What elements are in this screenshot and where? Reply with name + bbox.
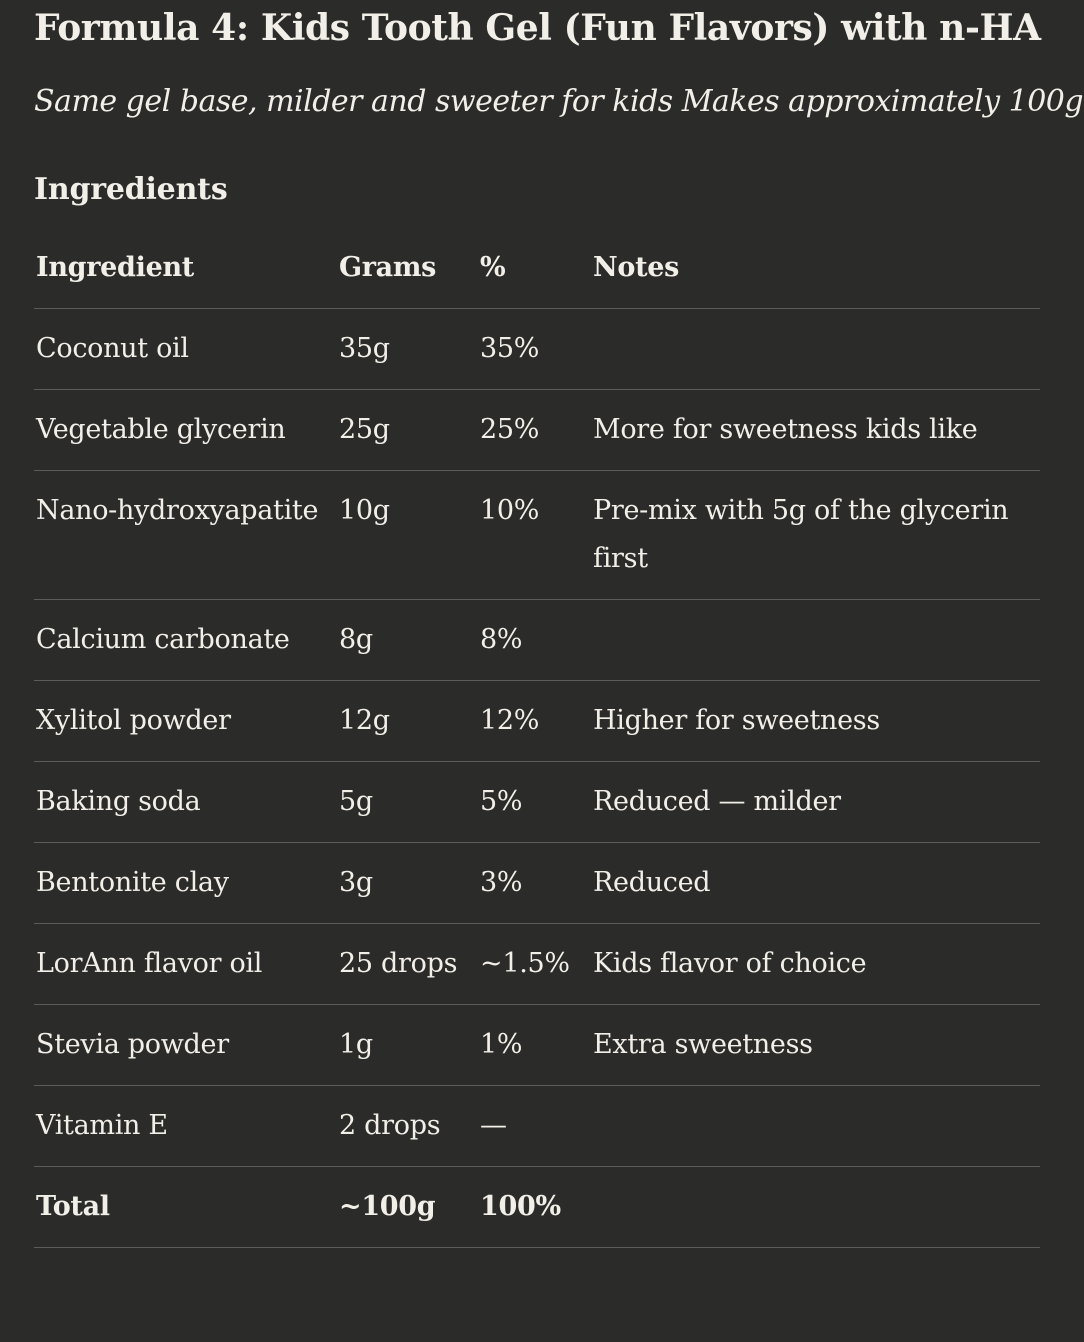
cell-percent: 35%: [478, 308, 591, 390]
cell-ingredient: Calcium carbonate: [34, 599, 337, 681]
cell-grams: 1g: [337, 1004, 478, 1086]
cell-notes: Reduced — milder: [591, 761, 1040, 843]
cell-grams: 10g: [337, 470, 478, 600]
cell-grams: 35g: [337, 308, 478, 390]
cell-ingredient: Vitamin E: [34, 1085, 337, 1167]
ingredients-heading: Ingredients: [34, 172, 228, 207]
cell-ingredient: Baking soda: [34, 761, 337, 843]
total-grams: ~100g: [337, 1166, 478, 1248]
cell-notes: Extra sweetness: [591, 1004, 1040, 1086]
cell-grams: 25g: [337, 389, 478, 471]
cell-percent: 1%: [478, 1004, 591, 1086]
table-row: Vitamin E 2 drops —: [34, 1085, 1040, 1167]
cell-ingredient: Coconut oil: [34, 308, 337, 390]
cell-grams: 25 drops: [337, 923, 478, 1005]
cell-percent: ~1.5%: [478, 923, 591, 1005]
cell-ingredient: Xylitol powder: [34, 680, 337, 762]
cell-grams: 8g: [337, 599, 478, 681]
page-subtitle: Same gel base, milder and sweeter for ki…: [34, 84, 1084, 119]
table-row: Calcium carbonate 8g 8%: [34, 599, 1040, 681]
header-ingredient: Ingredient: [34, 244, 337, 309]
cell-notes: [591, 308, 1040, 390]
table-total-row: Total ~100g 100%: [34, 1166, 1040, 1248]
cell-percent: 25%: [478, 389, 591, 471]
cell-grams: 2 drops: [337, 1085, 478, 1167]
cell-percent: 8%: [478, 599, 591, 681]
cell-grams: 3g: [337, 842, 478, 924]
cell-notes: Kids flavor of choice: [591, 923, 1040, 1005]
ingredients-table: Ingredient Grams % Notes Coconut oil 35g…: [34, 244, 1040, 1248]
cell-percent: 3%: [478, 842, 591, 924]
ingredients-table-container: Ingredient Grams % Notes Coconut oil 35g…: [34, 244, 1040, 1248]
total-notes: [591, 1166, 1040, 1248]
table-row: Stevia powder 1g 1% Extra sweetness: [34, 1004, 1040, 1086]
cell-grams: 12g: [337, 680, 478, 762]
cell-ingredient: Bentonite clay: [34, 842, 337, 924]
cell-notes: Higher for sweetness: [591, 680, 1040, 762]
cell-ingredient: Stevia powder: [34, 1004, 337, 1086]
table-header-row: Ingredient Grams % Notes: [34, 244, 1040, 309]
cell-notes: [591, 1085, 1040, 1167]
table-row: Xylitol powder 12g 12% Higher for sweetn…: [34, 680, 1040, 762]
cell-percent: 10%: [478, 470, 591, 600]
header-grams: Grams: [337, 244, 478, 309]
cell-notes: More for sweetness kids like: [591, 389, 1040, 471]
cell-notes: Pre-mix with 5g of the glycerin first: [591, 470, 1040, 600]
header-percent: %: [478, 244, 591, 309]
cell-notes: [591, 599, 1040, 681]
cell-ingredient: Vegetable glycerin: [34, 389, 337, 471]
table-row: Nano-hydroxyapatite 10g 10% Pre-mix with…: [34, 470, 1040, 600]
total-label: Total: [34, 1166, 337, 1248]
page-title: Formula 4: Kids Tooth Gel (Fun Flavors) …: [34, 7, 1041, 49]
table-row: Bentonite clay 3g 3% Reduced: [34, 842, 1040, 924]
total-percent: 100%: [478, 1166, 591, 1248]
table-row: LorAnn flavor oil 25 drops ~1.5% Kids fl…: [34, 923, 1040, 1005]
table-row: Baking soda 5g 5% Reduced — milder: [34, 761, 1040, 843]
header-notes: Notes: [591, 244, 1040, 309]
cell-ingredient: Nano-hydroxyapatite: [34, 470, 337, 600]
cell-percent: 12%: [478, 680, 591, 762]
cell-grams: 5g: [337, 761, 478, 843]
table-row: Vegetable glycerin 25g 25% More for swee…: [34, 389, 1040, 471]
table-row: Coconut oil 35g 35%: [34, 308, 1040, 390]
cell-percent: —: [478, 1085, 591, 1167]
cell-notes: Reduced: [591, 842, 1040, 924]
cell-percent: 5%: [478, 761, 591, 843]
cell-ingredient: LorAnn flavor oil: [34, 923, 337, 1005]
